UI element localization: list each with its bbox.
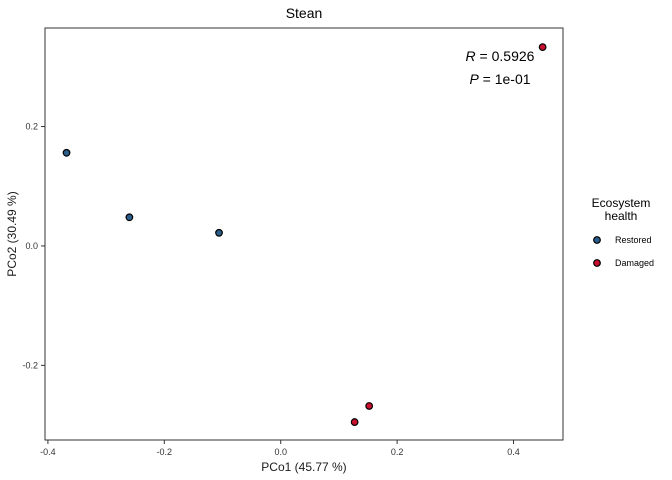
legend: Ecosystem health Restored Damaged — [592, 196, 654, 268]
x-axis-title: PCo1 (45.77 %) — [261, 460, 346, 474]
data-point-restored — [215, 228, 223, 237]
data-point-damaged — [350, 418, 359, 426]
legend-label-damaged: Damaged — [615, 258, 654, 268]
legend-label-restored: Restored — [615, 235, 652, 245]
r-symbol: R — [466, 48, 476, 64]
y-axis-title: PCo2 (30.49 %) — [5, 191, 19, 276]
x-tick-label: 0.2 — [391, 447, 404, 457]
legend-title-line-2: health — [605, 209, 638, 223]
data-point-restored — [125, 213, 134, 222]
legend-title: Ecosystem health — [592, 196, 651, 223]
data-point-damaged — [365, 402, 374, 410]
p-statistic: P = 1e-01 — [469, 71, 530, 87]
chart-title: Stean — [286, 5, 323, 21]
data-point-damaged — [538, 43, 547, 52]
r-value: = 0.5926 — [476, 48, 535, 64]
legend-item-restored: Restored — [593, 235, 652, 245]
x-axis: -0.4 -0.2 0.0 0.2 0.4 — [40, 440, 520, 457]
y-tick-label: 0.2 — [25, 122, 38, 132]
legend-key-damaged — [593, 259, 601, 267]
legend-item-damaged: Damaged — [593, 258, 654, 268]
legend-title-line-1: Ecosystem — [592, 196, 651, 210]
y-tick-label: -0.2 — [22, 360, 38, 370]
plot-panel — [44, 27, 564, 441]
r-statistic: R = 0.5926 — [466, 48, 535, 64]
data-points — [62, 43, 547, 426]
y-axis: -0.2 0.0 0.2 — [22, 122, 45, 370]
y-tick-label: 0.0 — [25, 241, 38, 251]
x-tick-label: -0.2 — [157, 447, 173, 457]
x-tick-label: -0.4 — [40, 447, 56, 457]
x-tick-label: 0.0 — [274, 447, 287, 457]
p-symbol: P — [469, 71, 479, 87]
data-point-restored — [62, 148, 71, 157]
p-value: = 1e-01 — [479, 71, 531, 87]
x-tick-label: 0.4 — [507, 447, 520, 457]
legend-key-restored — [593, 236, 601, 244]
